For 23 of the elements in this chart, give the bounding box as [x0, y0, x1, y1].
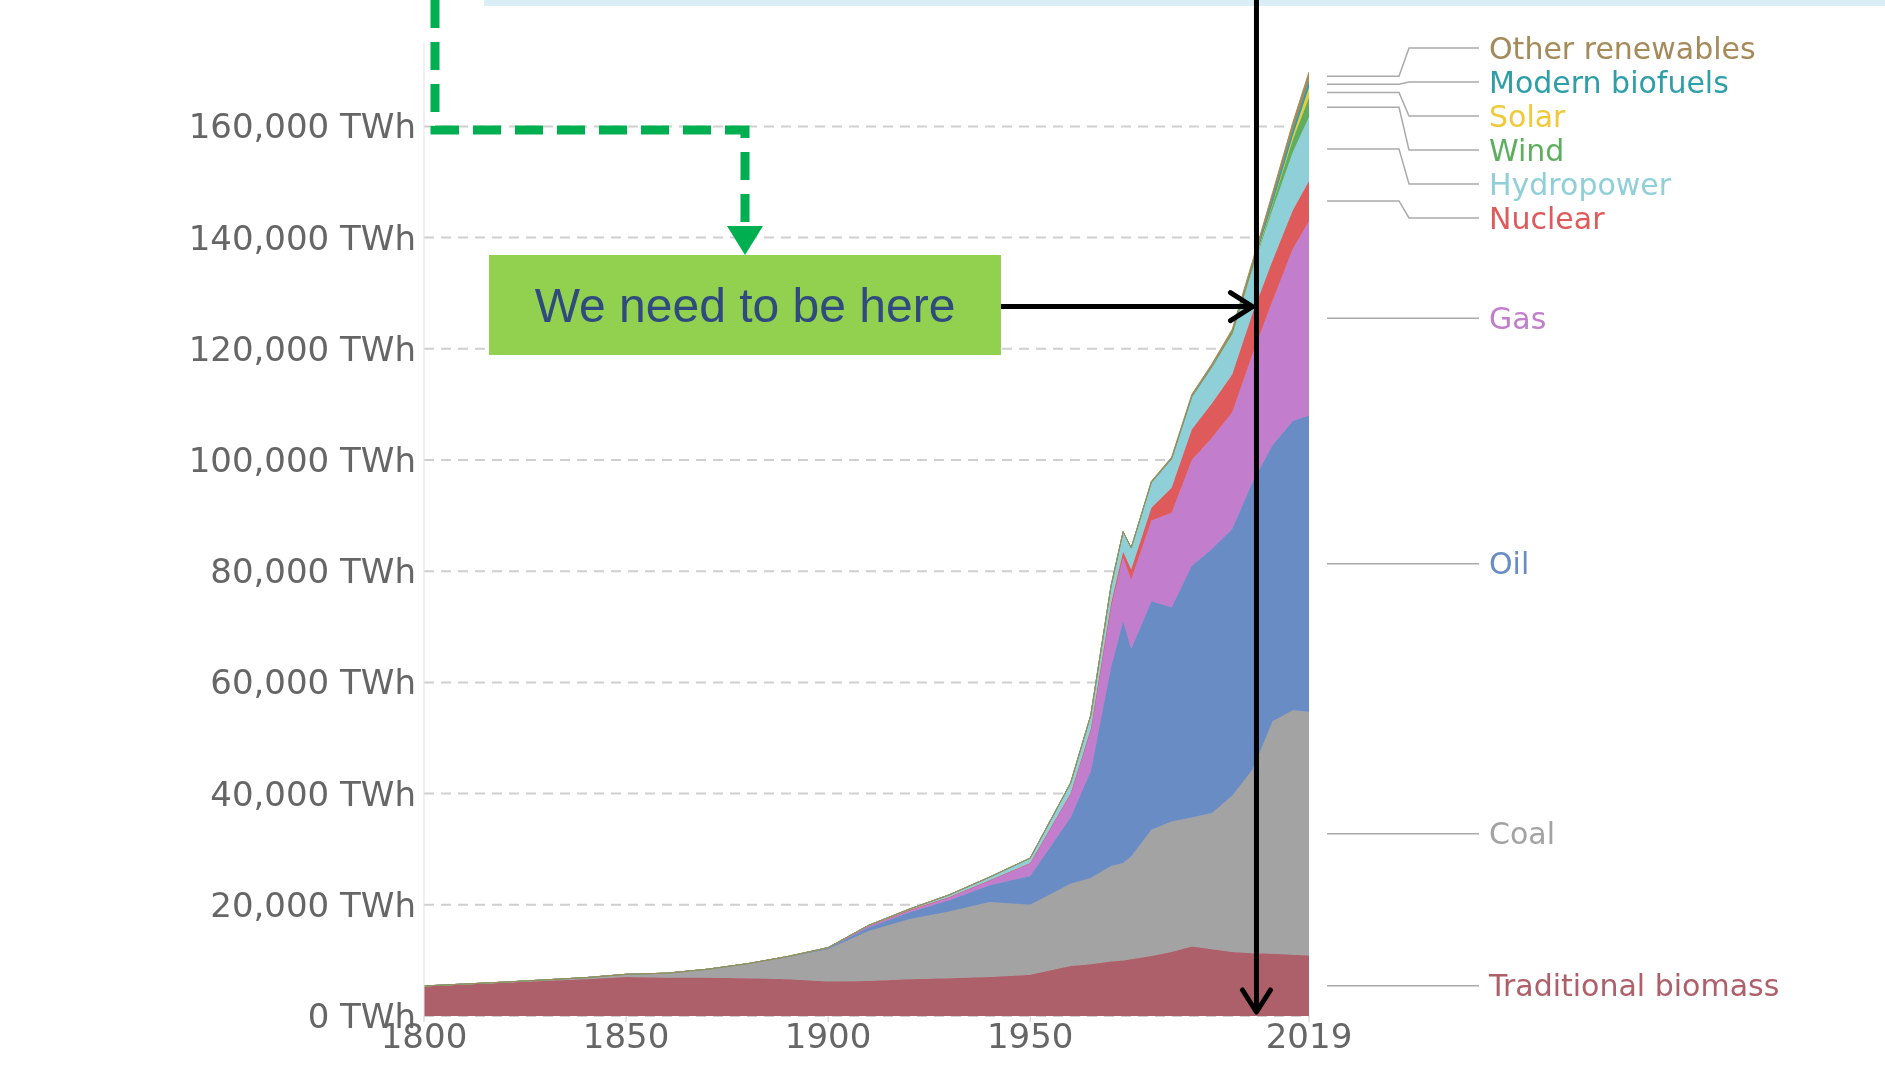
- x-tick-label: 2019: [1265, 1016, 1353, 1057]
- text: Oil: [1489, 546, 1530, 582]
- y-tick-label: 140,000 TWh: [188, 217, 416, 258]
- y-tick-label: 80,000 TWh: [210, 551, 416, 592]
- x-tick-label: 1950: [986, 1016, 1074, 1057]
- text: Nuclear: [1489, 200, 1606, 236]
- text: Gas: [1489, 300, 1547, 336]
- y-tick-label: 160,000 TWh: [188, 106, 416, 147]
- text: Traditional biomass: [1488, 968, 1780, 1004]
- x-tick-label: 1900: [784, 1016, 872, 1057]
- y-tick-label: 20,000 TWh: [210, 884, 416, 925]
- text: Wind: [1489, 132, 1565, 168]
- y-tick-label: 40,000 TWh: [210, 773, 416, 814]
- text: Coal: [1489, 816, 1556, 852]
- y-tick-label: 60,000 TWh: [210, 662, 416, 703]
- x-tick-label: 1850: [582, 1016, 670, 1057]
- annotation: We need to be here: [489, 255, 1001, 355]
- y-tick-label: 120,000 TWh: [188, 328, 416, 369]
- text: Hydropower: [1489, 166, 1672, 202]
- text: Other renewables: [1489, 30, 1756, 66]
- text: Modern biofuels: [1489, 64, 1729, 100]
- y-tick-label: 100,000 TWh: [188, 440, 416, 481]
- text: Solar: [1489, 98, 1567, 134]
